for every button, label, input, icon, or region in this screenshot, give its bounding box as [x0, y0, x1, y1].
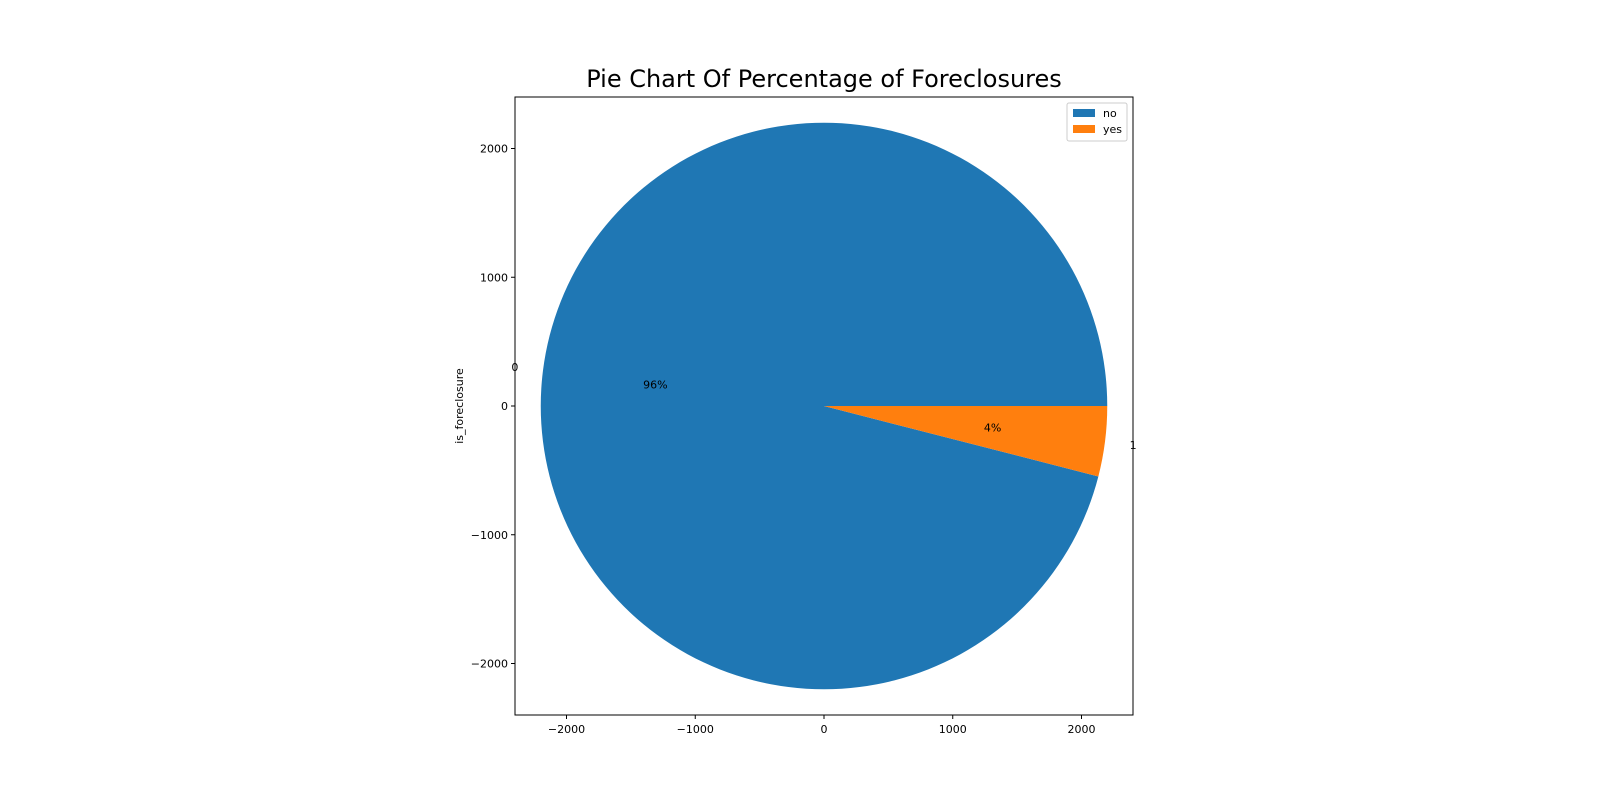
- slices-layer: [540, 122, 1108, 690]
- pie-slice-1: [824, 406, 1108, 477]
- slice-category-label: 1: [1130, 439, 1137, 452]
- x-tick-label: 1000: [939, 723, 967, 736]
- y-axis-label: is_foreclosure: [453, 368, 466, 444]
- x-tick-label: −1000: [677, 723, 714, 736]
- legend-swatch-0: [1073, 109, 1095, 117]
- pie-slice-0: [540, 122, 1108, 690]
- ticks-layer: −2000 −1000 0 1000 2000 −2000 −1000 0 1000 2000: [471, 143, 1096, 737]
- y-tick-label: 2000: [480, 143, 508, 156]
- legend: no yes: [1066, 102, 1128, 142]
- x-tick-label: 0: [821, 723, 828, 736]
- y-tick-label: 0: [501, 400, 508, 413]
- slice-percent-label: 96%: [643, 379, 667, 392]
- slice-percent-label: 4%: [984, 421, 1001, 434]
- labels-layer: 0 96% 1 4%: [511, 361, 1136, 452]
- x-tick-label: −2000: [548, 723, 585, 736]
- y-tick-label: −1000: [471, 529, 508, 542]
- x-tick-label: 2000: [1068, 723, 1096, 736]
- chart-title: Pie Chart Of Percentage of Foreclosures: [586, 65, 1062, 93]
- y-tick-label: −2000: [471, 658, 508, 671]
- y-tick-label: 1000: [480, 271, 508, 284]
- legend-label: yes: [1103, 123, 1122, 136]
- slice-category-label: 0: [511, 361, 518, 374]
- legend-label: no: [1103, 107, 1117, 120]
- legend-entries: no yes: [1073, 107, 1122, 136]
- legend-swatch-1: [1073, 125, 1095, 133]
